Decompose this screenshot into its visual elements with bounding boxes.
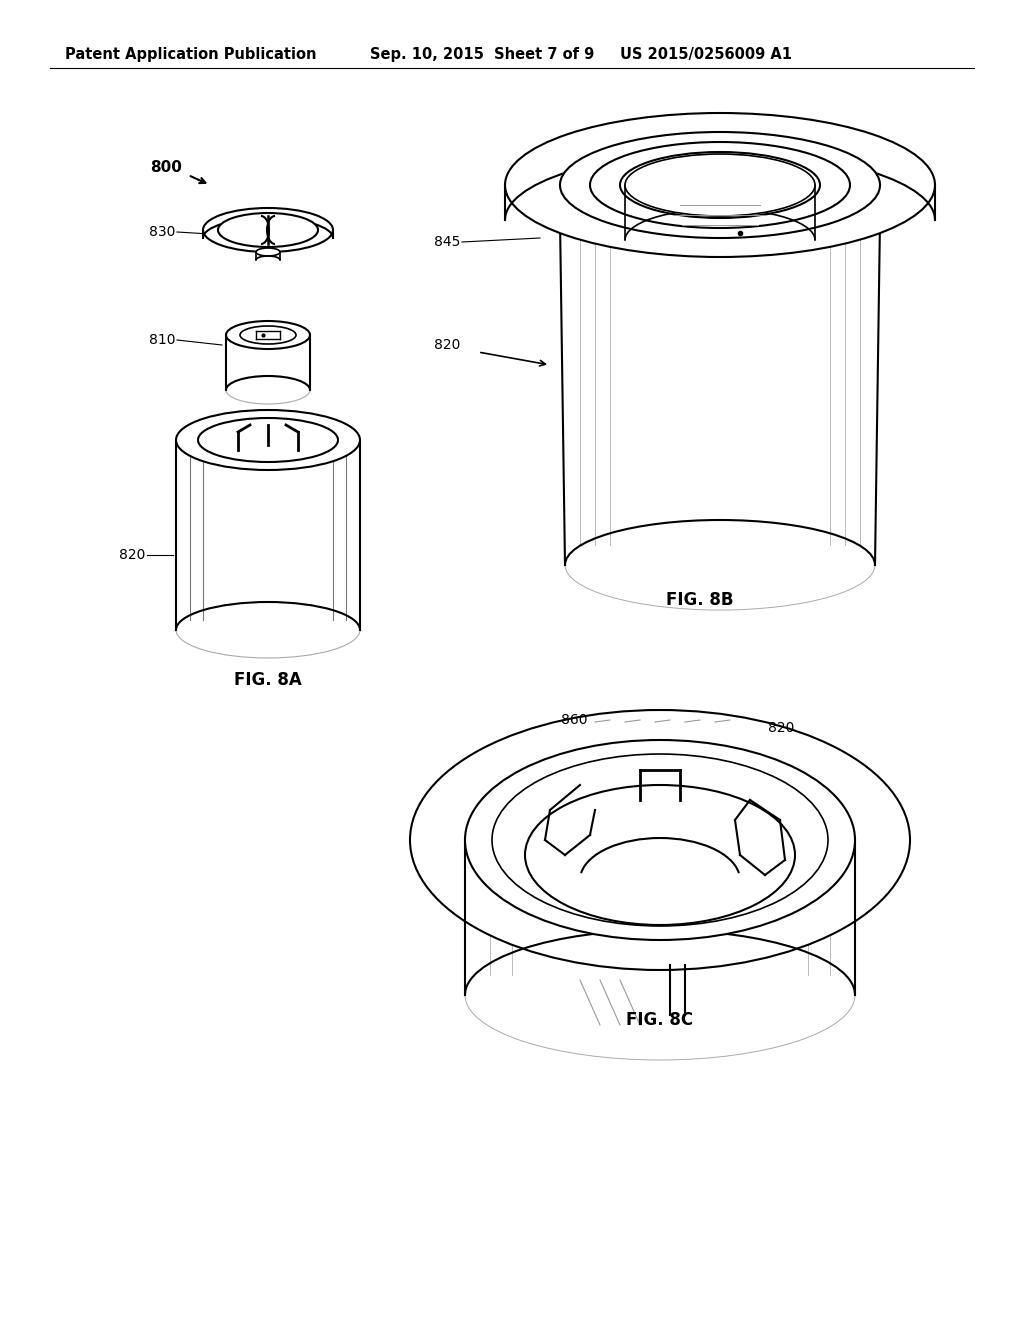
Ellipse shape	[240, 326, 296, 345]
Text: 820: 820	[119, 548, 145, 562]
Text: 820: 820	[433, 338, 460, 352]
Text: US 2015/0256009 A1: US 2015/0256009 A1	[620, 48, 792, 62]
Ellipse shape	[525, 785, 795, 925]
Ellipse shape	[226, 321, 310, 348]
Ellipse shape	[176, 411, 360, 470]
Ellipse shape	[492, 754, 828, 927]
Text: Patent Application Publication: Patent Application Publication	[65, 48, 316, 62]
Text: Sep. 10, 2015  Sheet 7 of 9: Sep. 10, 2015 Sheet 7 of 9	[370, 48, 594, 62]
Text: 860: 860	[561, 713, 588, 727]
Text: 840: 840	[742, 168, 768, 182]
Text: FIG. 8A: FIG. 8A	[234, 671, 302, 689]
Ellipse shape	[590, 143, 850, 228]
Text: 800: 800	[150, 161, 182, 176]
Ellipse shape	[505, 114, 935, 257]
Ellipse shape	[218, 213, 318, 247]
Text: 845: 845	[433, 235, 460, 249]
Text: 850: 850	[790, 813, 816, 828]
Text: FIG. 8C: FIG. 8C	[627, 1011, 693, 1030]
Ellipse shape	[203, 209, 333, 252]
Ellipse shape	[256, 248, 280, 256]
Ellipse shape	[410, 710, 910, 970]
Text: 830: 830	[148, 224, 175, 239]
Text: 820: 820	[768, 721, 795, 735]
Ellipse shape	[620, 152, 820, 218]
Ellipse shape	[560, 132, 880, 238]
Text: 810: 810	[148, 333, 175, 347]
Ellipse shape	[465, 741, 855, 940]
Ellipse shape	[198, 418, 338, 462]
Ellipse shape	[625, 154, 815, 216]
Text: FIG. 8B: FIG. 8B	[667, 591, 734, 609]
